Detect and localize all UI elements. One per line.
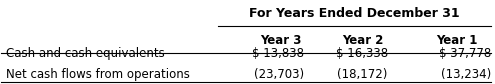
Text: Net cash flows from operations: Net cash flows from operations xyxy=(6,68,190,81)
Text: Year 1: Year 1 xyxy=(436,34,477,47)
Text: (13,234): (13,234) xyxy=(441,68,491,81)
Text: (23,703): (23,703) xyxy=(254,68,304,81)
Text: $ 13,838: $ 13,838 xyxy=(252,47,304,60)
Text: Cash and cash equivalents: Cash and cash equivalents xyxy=(6,47,165,60)
Text: For Years Ended December 31: For Years Ended December 31 xyxy=(249,7,460,20)
Text: $ 16,338: $ 16,338 xyxy=(336,47,388,60)
Text: Year 3: Year 3 xyxy=(260,34,301,47)
Text: $ 37,778: $ 37,778 xyxy=(439,47,491,60)
Text: (18,172): (18,172) xyxy=(338,68,388,81)
Text: Year 2: Year 2 xyxy=(343,34,384,47)
